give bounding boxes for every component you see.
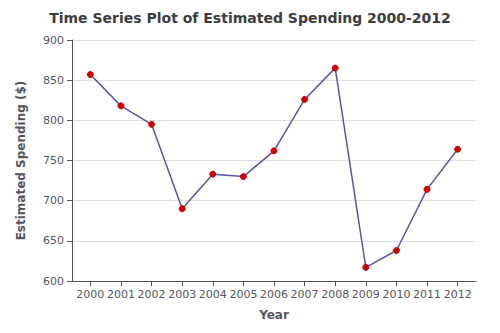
svg-text:2005: 2005 [229, 288, 257, 301]
svg-text:2011: 2011 [413, 288, 441, 301]
svg-text:700: 700 [43, 194, 64, 207]
svg-text:Time Series Plot of Estimated: Time Series Plot of Estimated Spending 2… [49, 10, 451, 26]
svg-text:2009: 2009 [352, 288, 380, 301]
svg-text:650: 650 [43, 234, 64, 247]
svg-text:2008: 2008 [321, 288, 349, 301]
svg-text:2012: 2012 [444, 288, 472, 301]
svg-text:2000: 2000 [76, 288, 104, 301]
svg-text:2002: 2002 [138, 288, 166, 301]
svg-text:2003: 2003 [168, 288, 196, 301]
svg-text:900: 900 [43, 34, 64, 47]
svg-text:850: 850 [43, 74, 64, 87]
svg-text:600: 600 [43, 275, 64, 288]
svg-text:2007: 2007 [291, 288, 319, 301]
svg-text:Year: Year [258, 308, 289, 322]
svg-text:750: 750 [43, 154, 64, 167]
svg-text:Estimated Spending ($): Estimated Spending ($) [14, 81, 28, 241]
svg-text:2010: 2010 [382, 288, 410, 301]
svg-text:2004: 2004 [199, 288, 227, 301]
svg-text:800: 800 [43, 114, 64, 127]
svg-text:2006: 2006 [260, 288, 288, 301]
svg-text:2001: 2001 [107, 288, 135, 301]
